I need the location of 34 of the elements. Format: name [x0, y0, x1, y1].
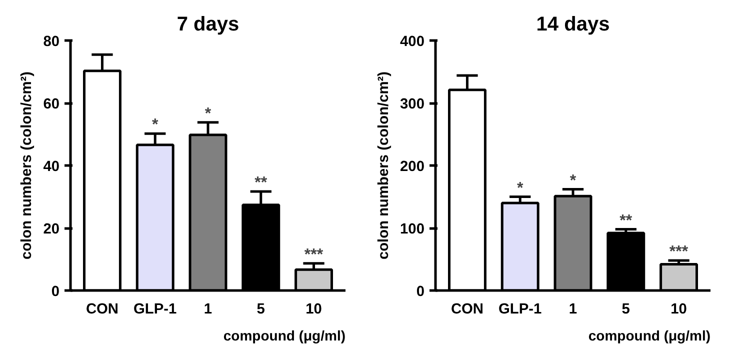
annotation: * [570, 172, 577, 190]
y-axis-title: colon numbers (colon/cm²) [376, 71, 392, 260]
x-tick-label: 1 [204, 302, 212, 318]
annotation: * [204, 105, 212, 122]
y-tick-label: 80 [43, 34, 60, 50]
annotation: *** [304, 246, 324, 264]
x-tick-label: GLP-1 [498, 302, 542, 318]
y-tick-label: 100 [400, 222, 425, 238]
x-tick-label: 10 [306, 302, 322, 318]
annotation: * [517, 180, 524, 197]
annotation: * [152, 116, 159, 134]
chart-title: 7 days [176, 14, 240, 36]
y-tick-label: 0 [51, 284, 60, 300]
x-tick-label: CON [86, 302, 119, 318]
chart-title: 14 days [536, 14, 610, 36]
x-tick-label: GLP-1 [134, 302, 177, 318]
x-tick-label: CON [450, 302, 484, 318]
y-tick-label: 40 [43, 159, 60, 175]
text: compound (μg/ml) [588, 328, 711, 344]
y-tick-label: 300 [400, 96, 425, 112]
annotation: ** [254, 174, 268, 192]
y-tick-label: 20 [43, 222, 60, 238]
annotation: *** [669, 244, 689, 260]
y-tick-label: 200 [400, 159, 425, 175]
text: compound (μg/ml) [223, 328, 346, 344]
y-tick-label: 400 [400, 34, 425, 50]
annotation: ** [620, 212, 633, 230]
y-tick-label: 0 [416, 284, 425, 300]
y-tick-label: 60 [43, 96, 60, 112]
x-tick-label: 1 [568, 302, 578, 318]
x-tick-label: 5 [622, 302, 630, 318]
x-tick-label: 10 [670, 302, 687, 318]
x-tick-label: 5 [256, 302, 265, 318]
y-axis-title: colon numbers (colon/cm²) [19, 71, 36, 260]
